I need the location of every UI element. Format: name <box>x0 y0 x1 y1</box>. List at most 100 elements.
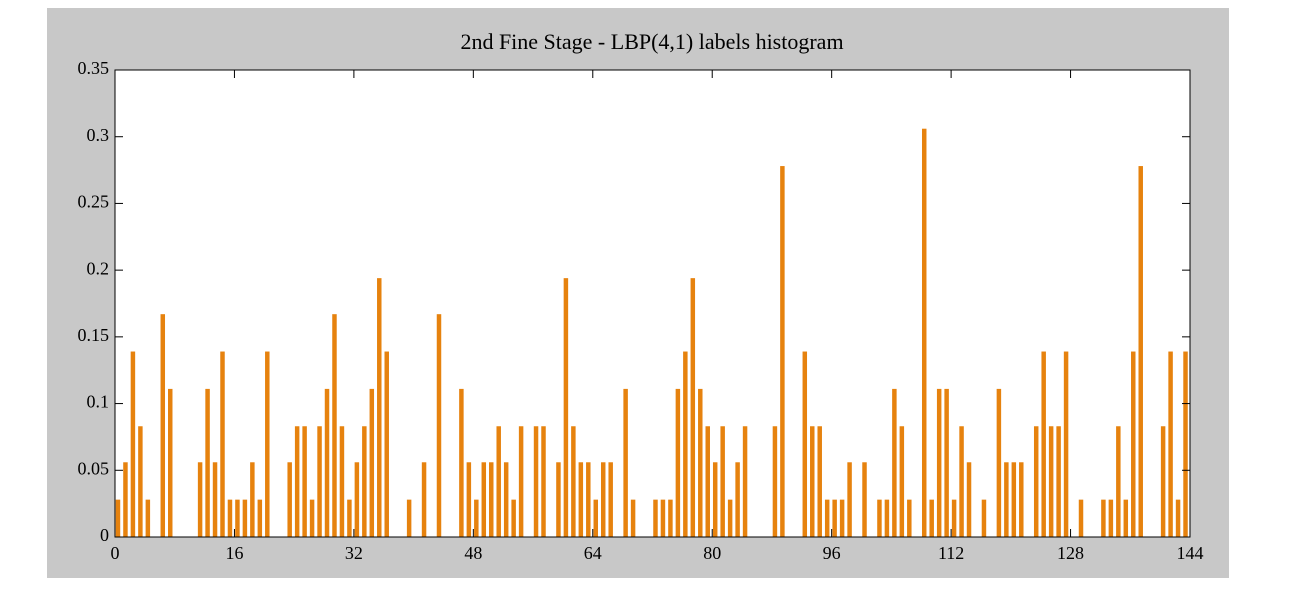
bar <box>608 462 613 537</box>
bar <box>1033 426 1039 537</box>
plot-area <box>114 69 1191 538</box>
bar <box>1041 351 1046 537</box>
bar <box>257 499 263 537</box>
bar <box>712 462 718 537</box>
bar <box>929 499 934 537</box>
bar <box>1004 462 1009 537</box>
bar <box>1183 351 1188 537</box>
bar <box>847 462 852 537</box>
bar <box>802 351 808 537</box>
bar <box>1056 426 1061 537</box>
bar <box>839 499 845 537</box>
x-tick-label: 64 <box>584 543 602 563</box>
bar <box>742 426 748 537</box>
x-tick-label: 0 <box>111 543 120 563</box>
x-tick-label: 16 <box>225 543 243 563</box>
bar <box>1175 499 1181 537</box>
bar <box>369 388 375 537</box>
bar <box>966 462 972 537</box>
bar <box>205 388 210 537</box>
bar <box>354 462 360 537</box>
bar <box>877 499 882 537</box>
bar <box>630 499 636 537</box>
bar <box>250 462 255 537</box>
bar <box>496 426 501 537</box>
bar <box>1160 426 1166 537</box>
bar <box>481 462 487 537</box>
bar <box>518 426 524 537</box>
bar <box>660 499 666 537</box>
x-tick-label: 48 <box>464 543 482 563</box>
bar <box>563 278 569 537</box>
bar <box>951 499 957 537</box>
bar <box>421 462 427 537</box>
bar <box>936 388 942 537</box>
bar <box>362 426 367 537</box>
bar <box>824 499 830 537</box>
bar <box>302 426 307 537</box>
bar <box>145 499 151 537</box>
bar <box>996 388 1002 537</box>
y-tick-label: 0.15 <box>78 325 110 345</box>
bar <box>309 499 315 537</box>
bar <box>489 462 494 537</box>
bar <box>1108 499 1114 537</box>
bar <box>959 426 964 537</box>
bar <box>317 426 322 537</box>
bar <box>1078 499 1084 537</box>
bar <box>533 426 539 537</box>
bar <box>324 388 330 537</box>
bar <box>541 426 546 537</box>
bar <box>907 499 912 537</box>
bar <box>832 499 837 537</box>
bar <box>212 462 218 537</box>
bar <box>1063 351 1069 537</box>
bar <box>459 388 464 537</box>
bar <box>1101 499 1106 537</box>
bar <box>690 278 696 537</box>
bar <box>384 351 389 537</box>
bar <box>220 351 225 537</box>
bar <box>503 462 509 537</box>
bar <box>683 351 688 537</box>
bar <box>168 388 173 537</box>
bar <box>406 499 412 537</box>
bar <box>265 351 270 537</box>
bar <box>1048 426 1054 537</box>
bar <box>347 499 352 537</box>
bar <box>294 426 300 537</box>
bar <box>1131 351 1136 537</box>
plot-frame <box>114 69 1191 538</box>
bar <box>235 499 240 537</box>
bar <box>735 462 740 537</box>
bar <box>653 499 658 537</box>
bar <box>1011 462 1017 537</box>
bar <box>944 388 949 537</box>
bar <box>130 351 136 537</box>
bar <box>981 499 987 537</box>
y-tick-label: 0.2 <box>87 258 110 278</box>
bar <box>720 426 725 537</box>
bar <box>1116 426 1121 537</box>
y-tick-label: 0 <box>100 525 109 545</box>
bar <box>668 499 673 537</box>
x-tick-label: 128 <box>1057 543 1084 563</box>
bar <box>727 499 733 537</box>
x-tick-label: 144 <box>1177 543 1204 563</box>
bar <box>780 166 785 537</box>
bar <box>810 426 815 537</box>
bar <box>197 462 203 537</box>
bar <box>586 462 591 537</box>
bar <box>578 462 584 537</box>
bar <box>123 462 128 537</box>
bar <box>892 388 897 537</box>
bar <box>1123 499 1129 537</box>
bar <box>1168 351 1173 537</box>
bar <box>436 314 442 537</box>
bar <box>862 462 867 537</box>
bar <box>339 426 345 537</box>
bar <box>474 499 479 537</box>
bar <box>377 278 382 537</box>
bar <box>160 314 166 537</box>
bar <box>242 499 248 537</box>
